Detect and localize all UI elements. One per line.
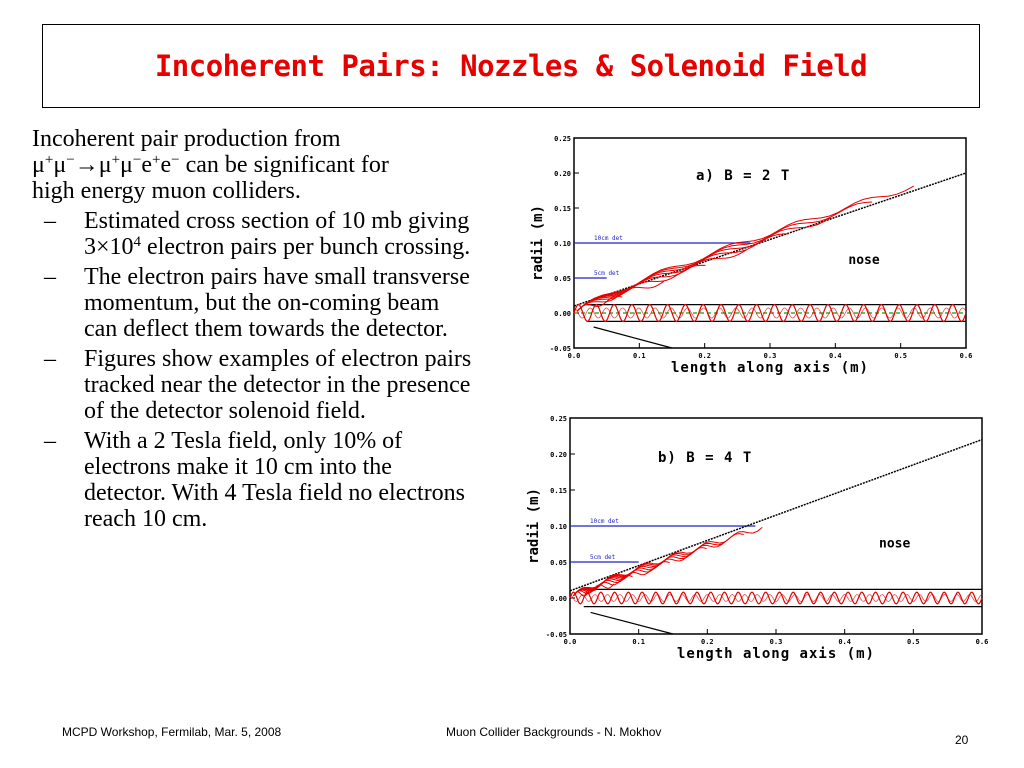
y-tick-label: 0.20 <box>550 451 567 459</box>
electron-track <box>576 185 914 312</box>
bullet-dash: – <box>44 208 56 234</box>
electron-track <box>576 233 789 312</box>
y-tick-label: -0.05 <box>546 631 567 639</box>
bullet-dash: – <box>44 346 56 372</box>
y-tick-label: 0.10 <box>550 523 567 531</box>
x-tick-label: 0.4 <box>838 638 851 646</box>
electron-track <box>576 249 748 312</box>
x-tick-label: 0.5 <box>907 638 920 646</box>
y-tick-label: 0.05 <box>550 559 567 567</box>
y-tick-label: 0.15 <box>554 205 571 213</box>
y-tick-label: 0.25 <box>550 415 567 423</box>
lead-line-2-rest: can be significant for <box>179 152 389 178</box>
chart-a-svg: 0.0 0.1 0.2 0.3 0.4 0.5 0.6 -0.05 0.00 0.05 0.10 0.… <box>530 135 973 376</box>
footer-left: MCPD Workshop, Fermilab, Mar. 5, 2008 <box>62 725 282 739</box>
y-tick-label: 0.25 <box>554 135 571 143</box>
x-tick-label: 0.5 <box>894 352 907 360</box>
detector-label: 10cm det <box>594 235 623 242</box>
nozzle-cone-line <box>569 438 983 592</box>
y-tick-label: 0.05 <box>554 275 571 283</box>
chart-title: a) B = 2 T <box>696 168 790 184</box>
x-tick-label: 0.2 <box>698 352 711 360</box>
figure-b: 0.0 0.1 0.2 0.3 0.4 0.5 0.6 -0.05 0.00 0.05 0.10 0.… <box>498 406 998 670</box>
x-tick-label: 0.1 <box>632 638 645 646</box>
x-tick-label: 0.6 <box>976 638 989 646</box>
bullet-item: – Figures show examples of electron pairs… <box>44 346 472 424</box>
x-axis-label: length along axis (m) <box>671 360 869 376</box>
nozzle-lower-line <box>590 611 674 635</box>
x-tick-label: 0.6 <box>960 352 973 360</box>
y-tick-label: 0.15 <box>550 487 567 495</box>
y-tick-label: 0.00 <box>554 310 571 318</box>
nose-label: nose <box>879 537 910 552</box>
title-box: Incoherent Pairs: Nozzles & Solenoid Fie… <box>42 24 980 108</box>
chart-b-svg: 0.0 0.1 0.2 0.3 0.4 0.5 0.6 -0.05 0.00 0.05 0.10 0.… <box>526 415 989 662</box>
slide-body: Incoherent pair production from μ+μ−→μ+μ… <box>32 126 472 536</box>
y-axis-label: radii (m) <box>530 205 546 281</box>
detector-label: 5cm det <box>590 554 616 561</box>
x-tick-label: 0.4 <box>829 352 842 360</box>
helix-track <box>573 303 967 323</box>
x-tick-label: 0.1 <box>633 352 646 360</box>
footer-center: Muon Collider Backgrounds - N. Mokhov <box>446 725 662 739</box>
y-axis-label: radii (m) <box>526 488 542 564</box>
electron-track <box>573 569 652 597</box>
bullet-dash: – <box>44 428 56 454</box>
detector-label: 10cm det <box>590 518 619 525</box>
lead-line-3: high energy muon colliders. <box>32 178 301 204</box>
nose-label: nose <box>848 253 879 268</box>
x-tick-label: 0.2 <box>701 638 714 646</box>
y-tick-label: 0.20 <box>554 170 571 178</box>
page-number: 20 <box>955 733 969 747</box>
figure-a: 0.0 0.1 0.2 0.3 0.4 0.5 0.6 -0.05 0.00 0.05 0.10 0.… <box>510 122 998 386</box>
helix-track <box>573 307 967 319</box>
x-tick-label: 0.0 <box>568 352 581 360</box>
chart-title: b) B = 4 T <box>658 450 752 466</box>
helix-track <box>569 591 983 605</box>
x-tick-label: 0.3 <box>764 352 777 360</box>
bullet-item: – With a 2 Tesla field, only 10% of elect… <box>44 428 466 532</box>
slide-title: Incoherent Pairs: Nozzles & Solenoid Fie… <box>154 49 868 83</box>
bullet-item: – Estimated cross section of 10 mb giving… <box>44 208 471 260</box>
lead-paragraph: Incoherent pair production from μ+μ−→μ+μ… <box>32 126 472 204</box>
lead-line-1: Incoherent pair production from <box>32 126 341 152</box>
y-tick-label: 0.00 <box>550 595 567 603</box>
electron-track <box>576 280 665 312</box>
y-tick-label: -0.05 <box>550 345 571 353</box>
electron-track <box>576 201 873 312</box>
bullet-list: – Estimated cross section of 10 mb giving… <box>32 208 472 532</box>
y-tick-label: 0.10 <box>554 240 571 248</box>
bullet-item: – The electron pairs have small transvers… <box>44 264 470 342</box>
reaction-formula: μ+μ−→μ+μ−e+e− <box>32 152 180 178</box>
helix-track <box>569 594 983 602</box>
bullet-dash: – <box>44 264 56 290</box>
x-tick-label: 0.0 <box>564 638 577 646</box>
detector-label: 5cm det <box>594 270 620 277</box>
electron-track <box>573 527 763 597</box>
x-axis-label: length along axis (m) <box>677 646 875 662</box>
x-tick-label: 0.3 <box>770 638 783 646</box>
electron-track <box>576 217 831 312</box>
nozzle-lower-line <box>593 326 673 349</box>
